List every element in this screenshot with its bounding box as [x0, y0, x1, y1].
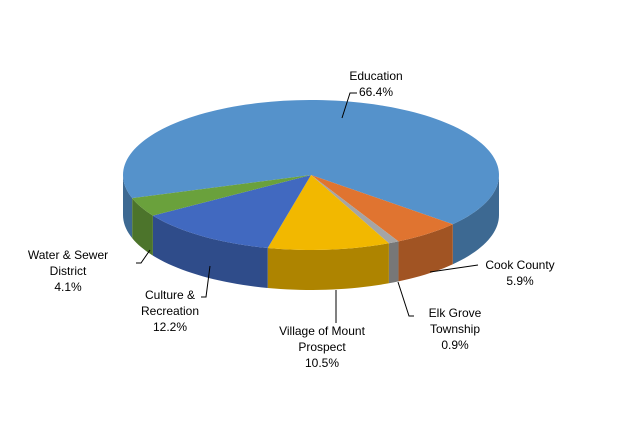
- slice: [152, 175, 311, 248]
- slice-side: [398, 224, 453, 282]
- label-value: 12.2%: [152, 320, 188, 334]
- slice-side: [452, 175, 499, 265]
- label-name: Education: [349, 69, 403, 83]
- slice-side: [132, 198, 153, 256]
- label-value: 10.5%: [304, 356, 340, 370]
- data-label: Elk Grove Township 0.9%: [418, 305, 493, 353]
- label-name: Village of Mount Prospect: [279, 324, 365, 354]
- slice: [267, 175, 389, 250]
- leader-line: [136, 249, 151, 264]
- slice-side: [123, 175, 133, 239]
- slice-side: [267, 243, 389, 290]
- label-value: 5.9%: [506, 274, 534, 288]
- data-label: Water & Sewer District 4.1%: [21, 247, 116, 295]
- label-value: 0.9%: [441, 338, 469, 352]
- leader-line: [397, 281, 414, 317]
- data-label: Education 66.4%: [316, 68, 436, 100]
- leader-lines: [136, 92, 479, 323]
- label-name: Cook County: [485, 258, 555, 272]
- label-name: Culture & Recreation: [140, 288, 200, 318]
- label-value: 66.4%: [358, 85, 394, 99]
- slice: [311, 175, 453, 242]
- slice-side: [152, 215, 268, 288]
- label-name: Elk Grove Township: [428, 306, 482, 336]
- slice: [132, 175, 311, 216]
- leader-line: [341, 92, 357, 119]
- label-value: 4.1%: [54, 280, 82, 294]
- data-label: Culture & Recreation 12.2%: [133, 287, 208, 335]
- label-name: Water & Sewer District: [27, 248, 109, 278]
- data-label: Cook County 5.9%: [470, 257, 570, 289]
- sides: [123, 175, 499, 290]
- tops: [123, 100, 499, 250]
- slice: [123, 100, 499, 225]
- leader-line: [429, 264, 479, 273]
- data-label: Village of Mount Prospect 10.5%: [267, 323, 377, 371]
- slice-side: [388, 241, 399, 284]
- leader-line: [201, 265, 211, 298]
- slice: [311, 175, 399, 244]
